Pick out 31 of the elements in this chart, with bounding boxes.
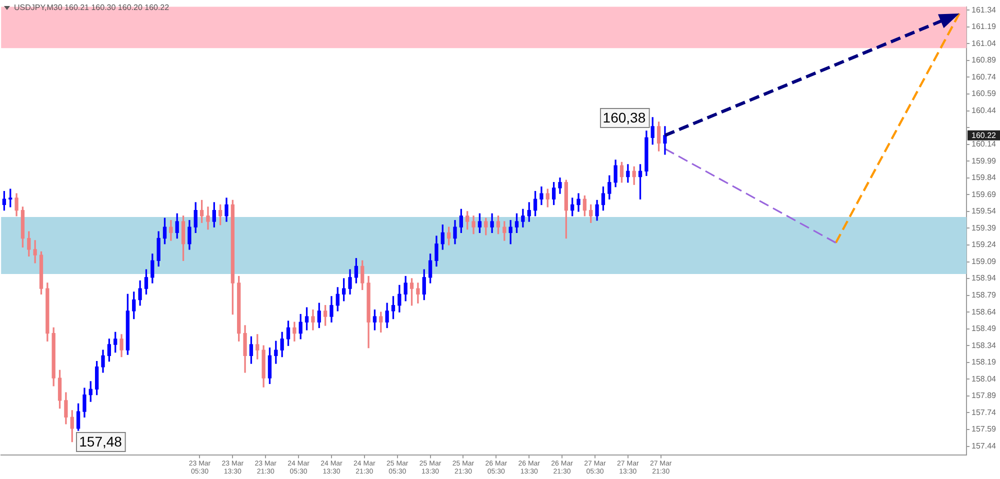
y-tick-label: 158.49: [972, 324, 997, 334]
candlestick: [508, 220, 512, 244]
y-tick-label: 158.94: [972, 274, 997, 283]
y-tick-label: 159.99: [972, 156, 997, 166]
y-tick-label: 160.14: [972, 140, 997, 149]
y-tick-label: 159.54: [972, 206, 997, 216]
y-tick-label: 158.64: [972, 307, 997, 316]
y-tick-label: 161.34: [972, 5, 997, 14]
y-tick-label: 160.59: [972, 89, 997, 98]
y-tick-label: 158.34: [972, 340, 997, 350]
y-tick-label: 158.79: [972, 290, 997, 300]
y-tick-label: 160.44: [972, 106, 997, 115]
y-tick-label: 160.89: [972, 56, 997, 65]
y-tick-label: 159.84: [972, 173, 997, 182]
annotation: 160.22: [972, 131, 997, 140]
y-tick-label: 161.04: [972, 38, 997, 48]
y-tick-label: 159.39: [972, 223, 997, 232]
y-tick-label: 159.24: [972, 240, 997, 250]
y-tick-label: 157.44: [972, 441, 997, 450]
y-tick-label: 158.04: [972, 374, 997, 384]
y-tick-label: 158.19: [972, 358, 997, 367]
annotation: 160,38: [602, 109, 646, 126]
y-tick-label: 159.69: [972, 190, 997, 199]
y-tick-label: 161.19: [972, 22, 997, 32]
annotation: 157,48: [79, 434, 122, 450]
chart-title: USDJPY,M30 160.21 160.30 160.20 160.22: [14, 2, 170, 13]
y-tick-label: 157.89: [972, 391, 997, 400]
y-tick-label: 160.74: [972, 72, 997, 82]
y-tick-label: 157.59: [972, 424, 997, 434]
y-tick-label: 159.09: [972, 256, 997, 266]
y-tick-label: 157.74: [972, 408, 997, 417]
